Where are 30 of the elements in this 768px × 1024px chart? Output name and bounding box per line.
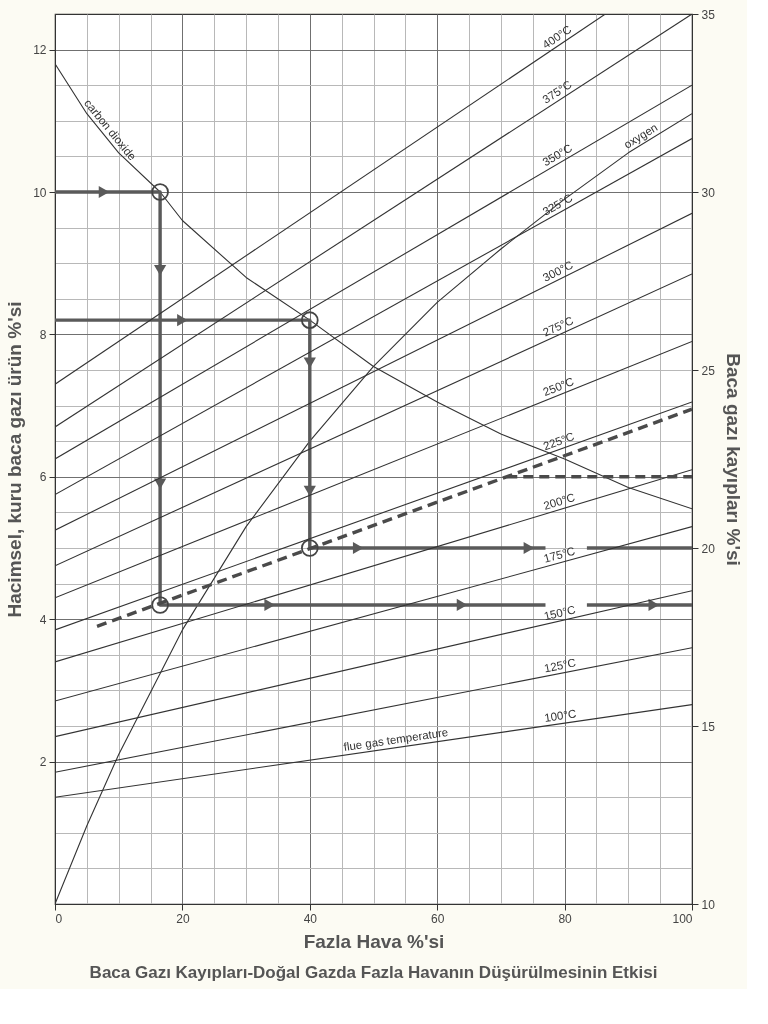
annotation: flue gas temperature xyxy=(342,725,449,753)
text: 125°C xyxy=(542,656,577,675)
y-tick-label: 8 xyxy=(39,327,47,342)
y2-tick-label: 35 xyxy=(701,7,716,22)
text: Baca Gazı Kayıpları-Doğal Gazda Fazla Havanın Düşürülmesinin Etkisi xyxy=(89,963,658,982)
text: 100°C xyxy=(543,707,578,724)
x-axis-title: Fazla Hava %'si xyxy=(303,930,445,952)
y2-tick-label: 15 xyxy=(701,719,716,734)
text: 150°C xyxy=(542,603,577,623)
y-tick-label: 6 xyxy=(39,470,47,485)
text: 200°C xyxy=(542,491,577,512)
x-tick-label: 40 xyxy=(303,911,318,926)
x-tick-label: 80 xyxy=(558,911,573,926)
text: 175°C xyxy=(542,544,577,565)
y-tick-label: 2 xyxy=(39,755,47,770)
y2-tick-label: 30 xyxy=(701,185,716,200)
x-tick-label: 20 xyxy=(176,911,190,926)
y-axis-title: Hacimsel, kuru baca gazı ürün %'si xyxy=(4,301,26,618)
y2-tick-label: 10 xyxy=(701,897,716,912)
x-tick-label: 60 xyxy=(431,911,445,926)
y2-axis-title: Baca gazı kayıpları %'si xyxy=(722,353,744,566)
y2-tick-label: 20 xyxy=(701,541,716,556)
text: 225°C xyxy=(541,430,576,453)
x-tick-label: 100 xyxy=(672,911,693,926)
text: 250°C xyxy=(541,375,576,399)
y-tick-label: 12 xyxy=(33,43,47,58)
y2-tick-label: 25 xyxy=(701,363,716,378)
y-tick-label: 4 xyxy=(39,612,47,627)
x-tick-label: 0 xyxy=(55,911,63,926)
y-tick-label: 10 xyxy=(33,185,47,200)
